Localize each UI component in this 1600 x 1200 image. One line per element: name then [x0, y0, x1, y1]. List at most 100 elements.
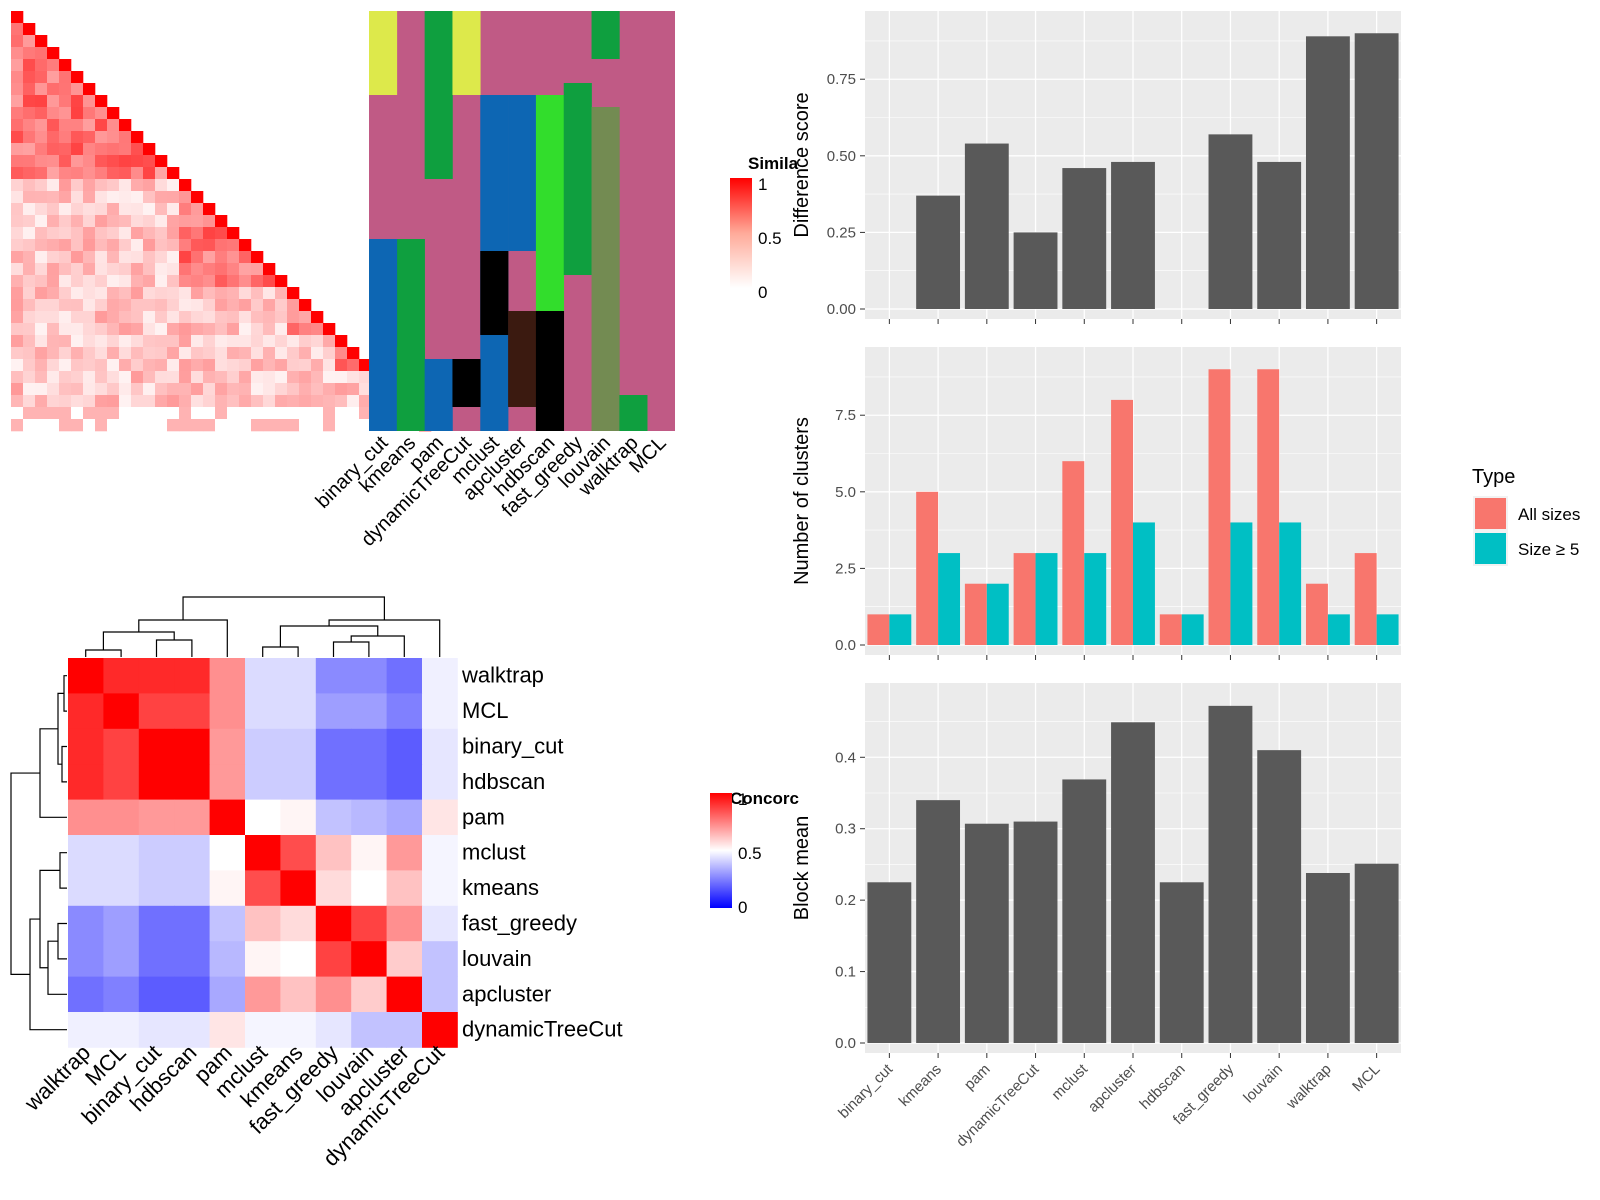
similarity-cell [59, 155, 72, 168]
concordance-cell [174, 941, 210, 977]
similarity-cell [263, 311, 276, 324]
similarity-cell [203, 275, 216, 288]
concordance-cell [351, 870, 387, 907]
similarity-cell [35, 131, 48, 144]
similarity-cell [119, 287, 132, 300]
similarity-cell [107, 155, 120, 168]
dendrogram-branch [332, 641, 370, 657]
similarity-cell [47, 167, 60, 180]
similarity-cell [131, 395, 144, 408]
bar [1111, 399, 1133, 645]
similarity-cell [11, 359, 24, 372]
annotation-block [369, 239, 398, 431]
similarity-cell [227, 335, 240, 348]
legend-label-size5: Size ≥ 5 [1518, 540, 1579, 559]
similarity-cell [131, 359, 144, 372]
concordance-row-label: pam [462, 804, 505, 829]
similarity-cell [203, 287, 216, 300]
similarity-cell [311, 407, 324, 420]
y-tick-label: 0.0 [835, 637, 856, 654]
similarity-cell [11, 47, 24, 60]
similarity-cell [215, 263, 228, 276]
bar [1208, 705, 1253, 1043]
similarity-cell [35, 383, 48, 396]
similarity-cell [131, 131, 144, 144]
similarity-cell [155, 419, 168, 432]
similarity-cell [227, 359, 240, 372]
y-axis-title: Number of clusters [791, 417, 813, 585]
similarity-cell [131, 287, 144, 300]
similarity-cell [215, 335, 228, 348]
concordance-cell [386, 764, 423, 800]
similarity-cell [11, 23, 24, 36]
similarity-cell [95, 371, 108, 384]
similarity-cell [107, 407, 120, 420]
similarity-cell [263, 323, 276, 336]
similarity-cell [167, 323, 180, 336]
similarity-cell [59, 251, 72, 264]
similarity-cell [11, 395, 24, 408]
bar [867, 882, 912, 1043]
similarity-cell [239, 299, 252, 312]
similarity-cell [323, 323, 336, 336]
concordance-cell [386, 941, 423, 977]
bar [1062, 461, 1085, 645]
similarity-cell [35, 35, 48, 48]
similarity-cell [47, 215, 60, 228]
similarity-cell [179, 407, 192, 420]
similarity-cell [215, 395, 228, 408]
similarity-cell [239, 407, 252, 420]
similarity-cell [143, 299, 156, 312]
bar [938, 553, 961, 645]
similarity-cell [227, 287, 240, 300]
similarity-cell [251, 299, 264, 312]
concordance-cell [315, 835, 352, 871]
similarity-cell [11, 95, 24, 108]
similarity-cell [71, 143, 84, 156]
similarity-cell [83, 155, 96, 168]
similarity-cell [191, 395, 204, 408]
cluster-annotation-heatmap [369, 11, 675, 431]
similarity-cell [35, 47, 48, 60]
similarity-cell [23, 347, 36, 360]
similarity-cell [119, 359, 132, 372]
similarity-cell [71, 371, 84, 384]
similarity-cell [251, 263, 264, 276]
similarity-cell [191, 335, 204, 348]
similarity-cell [107, 299, 120, 312]
similarity-cell [323, 371, 336, 384]
concordance-cell [68, 835, 104, 871]
similarity-cell [71, 359, 84, 372]
concordance-cell [351, 835, 387, 871]
similarity-cell [95, 131, 108, 144]
similarity-cell [215, 419, 228, 432]
concordance-cell [174, 835, 210, 871]
similarity-cell [71, 239, 84, 252]
similarity-cell [203, 395, 216, 408]
similarity-cell [143, 203, 156, 216]
concordance-cell [280, 799, 317, 836]
y-tick-label: 0.75 [827, 71, 856, 88]
similarity-cell [71, 227, 84, 240]
similarity-cell [47, 299, 60, 312]
similarity-cell [215, 383, 228, 396]
concordance-cell [138, 976, 175, 1013]
similarity-cell [167, 395, 180, 408]
bar [1111, 722, 1155, 1043]
similarity-cell [11, 131, 24, 144]
similarity-cell [215, 299, 228, 312]
similarity-cell [23, 419, 36, 432]
concordance-cell [103, 905, 140, 942]
concordance-cell [386, 1012, 423, 1048]
similarity-cell [299, 335, 312, 348]
similarity-cell [107, 383, 120, 396]
similarity-cell [227, 347, 240, 360]
similarity-cell [47, 287, 60, 300]
dendrogram-branch [262, 646, 299, 657]
concordance-cell [68, 905, 104, 942]
similarity-cell [47, 335, 60, 348]
concordance-cell [422, 905, 458, 942]
similarity-cell [179, 203, 192, 216]
similarity-cell [251, 311, 264, 324]
concordance-cell [315, 764, 352, 800]
